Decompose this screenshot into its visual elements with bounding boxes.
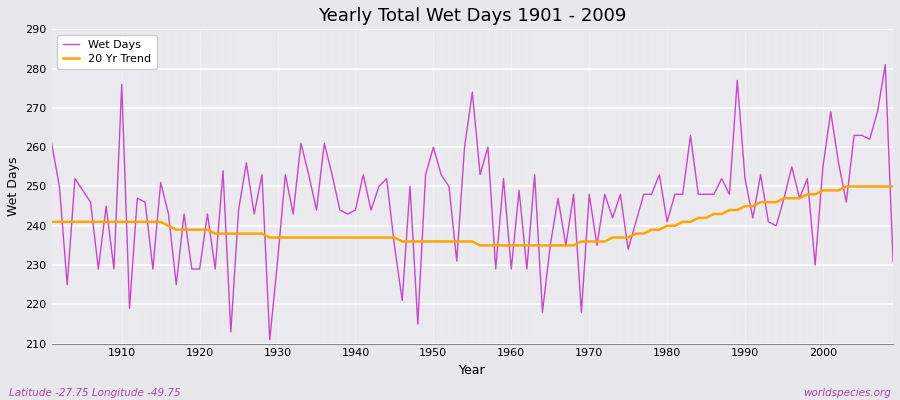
Wet Days xyxy=(880,62,891,67)
Wet Days xyxy=(265,337,275,342)
20 Yr Trend xyxy=(280,235,291,240)
20 Yr Trend xyxy=(46,220,57,224)
Wet Days xyxy=(608,216,618,220)
20 Yr Trend xyxy=(841,184,851,189)
20 Yr Trend xyxy=(474,243,485,248)
Wet Days xyxy=(887,259,898,264)
20 Yr Trend xyxy=(608,235,618,240)
20 Yr Trend xyxy=(887,184,898,189)
X-axis label: Year: Year xyxy=(459,364,486,377)
Wet Days xyxy=(506,266,517,271)
Wet Days xyxy=(335,208,346,212)
Text: Latitude -27.75 Longitude -49.75: Latitude -27.75 Longitude -49.75 xyxy=(9,388,181,398)
Line: 20 Yr Trend: 20 Yr Trend xyxy=(51,186,893,246)
Line: Wet Days: Wet Days xyxy=(51,65,893,340)
Y-axis label: Wet Days: Wet Days xyxy=(7,157,20,216)
Wet Days xyxy=(514,188,525,193)
20 Yr Trend xyxy=(506,243,517,248)
20 Yr Trend xyxy=(109,220,120,224)
Text: worldspecies.org: worldspecies.org xyxy=(803,388,891,398)
Legend: Wet Days, 20 Yr Trend: Wet Days, 20 Yr Trend xyxy=(58,35,157,70)
Wet Days xyxy=(109,266,120,271)
Title: Yearly Total Wet Days 1901 - 2009: Yearly Total Wet Days 1901 - 2009 xyxy=(318,7,626,25)
20 Yr Trend xyxy=(514,243,525,248)
Wet Days xyxy=(46,141,57,146)
Wet Days xyxy=(288,212,299,216)
20 Yr Trend xyxy=(327,235,338,240)
